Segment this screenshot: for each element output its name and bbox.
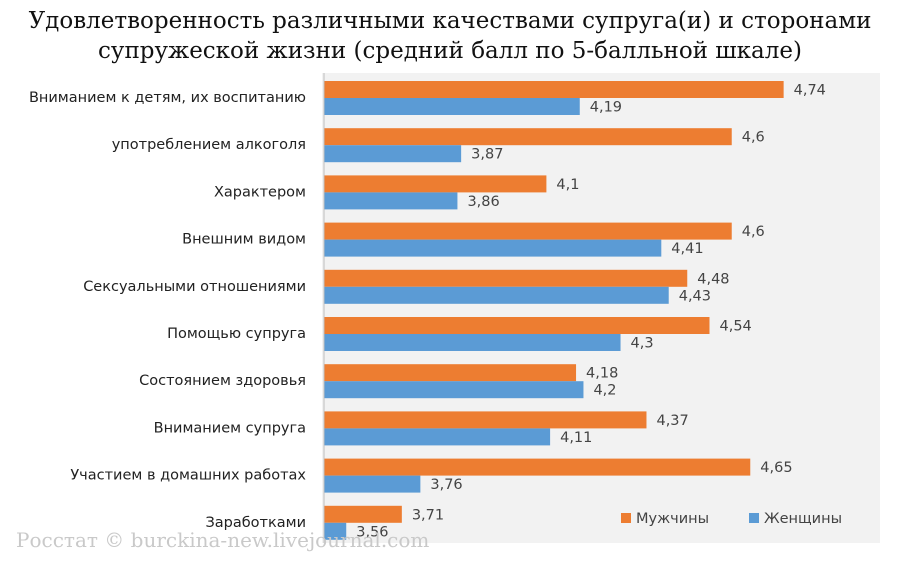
data-label-men: 4,37 — [656, 413, 688, 429]
legend-label-men: Мужчины — [636, 511, 709, 527]
data-label-women: 4,2 — [593, 383, 616, 399]
category-label: Состоянием здоровья — [139, 373, 306, 389]
data-label-women: 3,87 — [471, 147, 503, 163]
data-label-men: 3,71 — [412, 507, 444, 523]
data-label-women: 3,86 — [467, 194, 499, 210]
bar-men — [324, 458, 751, 476]
data-label-men: 4,6 — [742, 130, 765, 146]
bar-men — [324, 81, 784, 98]
category-label: Помощью супруга — [167, 326, 306, 342]
bar-men — [324, 364, 577, 382]
bar-women — [324, 98, 580, 115]
category-label: Вниманием к детям, их воспитанию — [29, 90, 306, 106]
data-label-men: 4,48 — [697, 271, 729, 287]
bar-men — [324, 505, 402, 523]
category-label: Внешним видом — [182, 232, 306, 248]
bar-women — [324, 192, 458, 210]
data-label-men: 4,74 — [794, 83, 826, 99]
data-label-women: 3,76 — [430, 477, 462, 493]
bar-women — [324, 286, 669, 304]
bar-men — [324, 317, 710, 334]
watermark: Росстат © burckina-new.livejournal.com — [16, 528, 430, 552]
legend-label-women: Женщины — [764, 511, 842, 527]
chart-title: Удовлетворенность различными качествами … — [0, 6, 900, 66]
data-label-men: 4,54 — [719, 319, 751, 335]
data-label-men: 4,65 — [760, 460, 792, 476]
data-label-women: 4,41 — [671, 241, 703, 257]
bar-men — [324, 175, 547, 193]
bar-women — [324, 522, 347, 540]
bar-women — [324, 334, 621, 351]
category-label: Сексуальными отношениями — [83, 279, 306, 295]
data-label-women: 3,56 — [356, 524, 388, 540]
bar-women — [324, 381, 584, 399]
bar-women — [324, 239, 662, 257]
category-label: Характером — [214, 184, 306, 200]
data-label-women: 4,11 — [560, 430, 592, 446]
data-label-women: 4,19 — [590, 100, 622, 116]
bar-men — [324, 411, 647, 429]
bar-women — [324, 475, 421, 493]
data-label-men: 4,6 — [742, 224, 765, 240]
bar-men — [324, 222, 732, 240]
bar-men — [324, 269, 688, 287]
data-label-men: 4,18 — [586, 366, 618, 382]
bar-women — [324, 428, 551, 446]
category-label: употреблением алкоголя — [112, 137, 306, 153]
chart-title-line-2: супружеской жизни (средний балл по 5-бал… — [98, 38, 802, 64]
chart-title-line-1: Удовлетворенность различными качествами … — [28, 8, 872, 34]
bar-women — [324, 145, 462, 163]
category-label: Участием в домашних работах — [70, 468, 306, 484]
category-label: Заработками — [205, 515, 306, 531]
data-label-women: 4,3 — [631, 336, 654, 352]
data-label-women: 4,43 — [679, 288, 711, 304]
category-label: Вниманием супруга — [154, 420, 306, 436]
data-label-men: 4,1 — [556, 177, 579, 193]
legend-swatch-women — [749, 513, 759, 523]
legend-swatch-men — [621, 513, 631, 523]
bar-men — [324, 128, 732, 146]
